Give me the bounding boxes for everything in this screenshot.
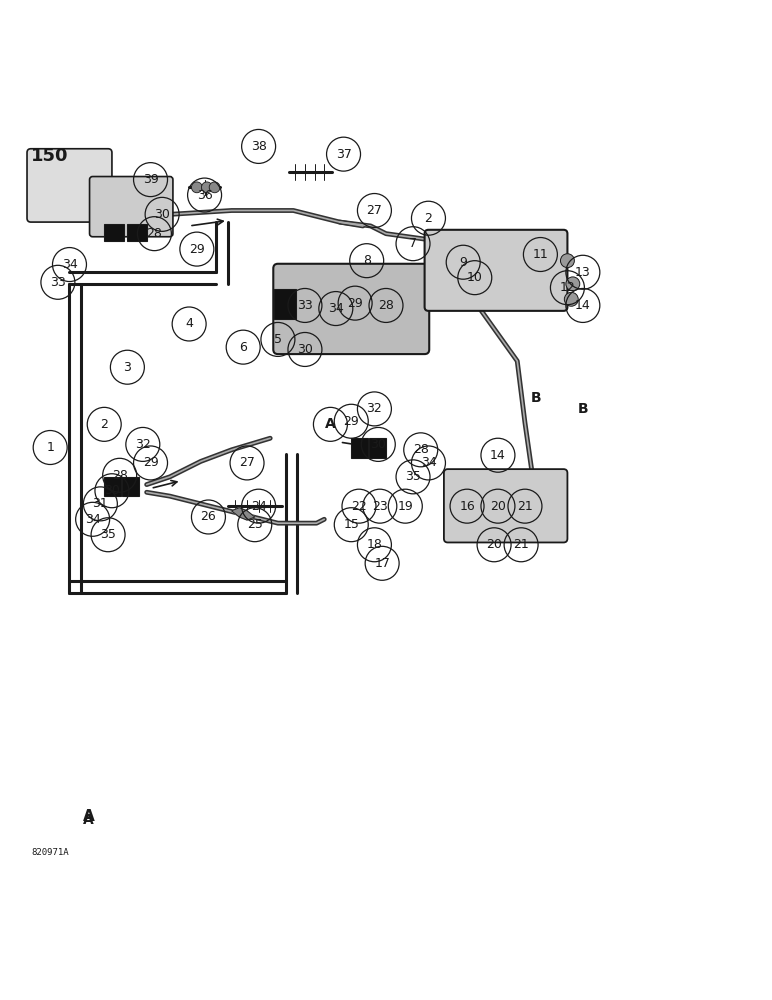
Circle shape (564, 292, 578, 306)
Circle shape (560, 254, 574, 268)
Text: 33: 33 (297, 299, 313, 312)
Text: 12: 12 (560, 281, 575, 294)
Text: 30: 30 (104, 484, 120, 497)
Text: 15: 15 (344, 518, 359, 531)
Text: 32: 32 (367, 402, 382, 415)
Text: 36: 36 (197, 189, 212, 202)
Text: B: B (577, 402, 588, 416)
Text: 21: 21 (513, 538, 529, 551)
Text: 21: 21 (517, 500, 533, 513)
Text: 31: 31 (93, 497, 108, 510)
Text: 38: 38 (251, 140, 266, 153)
Bar (351, 438, 368, 458)
Text: 2: 2 (425, 212, 432, 225)
Bar (122, 477, 139, 496)
Bar (104, 224, 124, 241)
Text: 18: 18 (367, 538, 382, 551)
Text: 34: 34 (85, 513, 100, 526)
Text: 34: 34 (62, 258, 77, 271)
Text: 29: 29 (189, 243, 205, 256)
Text: 30: 30 (154, 208, 170, 221)
Text: 6: 6 (239, 341, 247, 354)
Text: 2: 2 (100, 418, 108, 431)
Text: A: A (325, 417, 336, 431)
Polygon shape (232, 508, 255, 520)
Text: 37: 37 (336, 148, 351, 161)
FancyBboxPatch shape (425, 230, 567, 311)
Text: 3: 3 (124, 361, 131, 374)
Text: 20: 20 (490, 500, 506, 513)
Text: 26: 26 (201, 510, 216, 523)
Text: 34: 34 (421, 456, 436, 469)
Text: 29: 29 (347, 297, 363, 310)
Text: 30: 30 (297, 343, 313, 356)
Text: 13: 13 (575, 266, 591, 279)
Text: 35: 35 (405, 470, 421, 483)
FancyBboxPatch shape (273, 264, 429, 354)
Text: 27: 27 (367, 204, 382, 217)
Circle shape (209, 182, 220, 193)
FancyBboxPatch shape (444, 469, 567, 542)
Bar (369, 438, 386, 458)
Text: 20: 20 (486, 538, 502, 551)
Text: A: A (83, 813, 94, 827)
Text: 10: 10 (467, 271, 482, 284)
Text: 8: 8 (363, 254, 371, 267)
Text: 22: 22 (351, 500, 367, 513)
FancyBboxPatch shape (27, 149, 112, 222)
Text: 29: 29 (344, 415, 359, 428)
Text: 17: 17 (374, 557, 390, 570)
Text: 150: 150 (32, 147, 69, 165)
Text: 14: 14 (490, 449, 506, 462)
Text: 32: 32 (135, 438, 151, 451)
Circle shape (191, 182, 202, 193)
Text: 35: 35 (100, 528, 116, 541)
Text: 19: 19 (398, 500, 413, 513)
Text: 28: 28 (413, 443, 428, 456)
FancyBboxPatch shape (90, 177, 173, 237)
Text: 28: 28 (378, 299, 394, 312)
Text: 39: 39 (143, 173, 158, 186)
Text: B: B (531, 391, 542, 405)
Text: 9: 9 (459, 256, 467, 269)
Text: 24: 24 (251, 500, 266, 513)
Bar (127, 224, 147, 241)
Text: 30: 30 (371, 438, 386, 451)
Text: 25: 25 (247, 518, 262, 531)
Circle shape (566, 277, 580, 291)
Text: 7: 7 (409, 237, 417, 250)
Bar (274, 289, 296, 319)
Text: 1: 1 (46, 441, 54, 454)
Text: A: A (83, 809, 95, 824)
Text: 4: 4 (185, 317, 193, 330)
Text: 23: 23 (372, 500, 388, 513)
Text: 5: 5 (274, 333, 282, 346)
Text: 29: 29 (143, 456, 158, 469)
Circle shape (201, 182, 212, 193)
Text: 28: 28 (147, 227, 162, 240)
Text: 27: 27 (239, 456, 255, 469)
Text: 16: 16 (459, 500, 475, 513)
Text: 14: 14 (575, 299, 591, 312)
Text: 11: 11 (533, 248, 548, 261)
Text: 34: 34 (328, 302, 344, 315)
Text: 33: 33 (50, 276, 66, 289)
Text: 820971A: 820971A (31, 848, 69, 857)
Text: 28: 28 (112, 469, 127, 482)
Bar (104, 477, 121, 496)
